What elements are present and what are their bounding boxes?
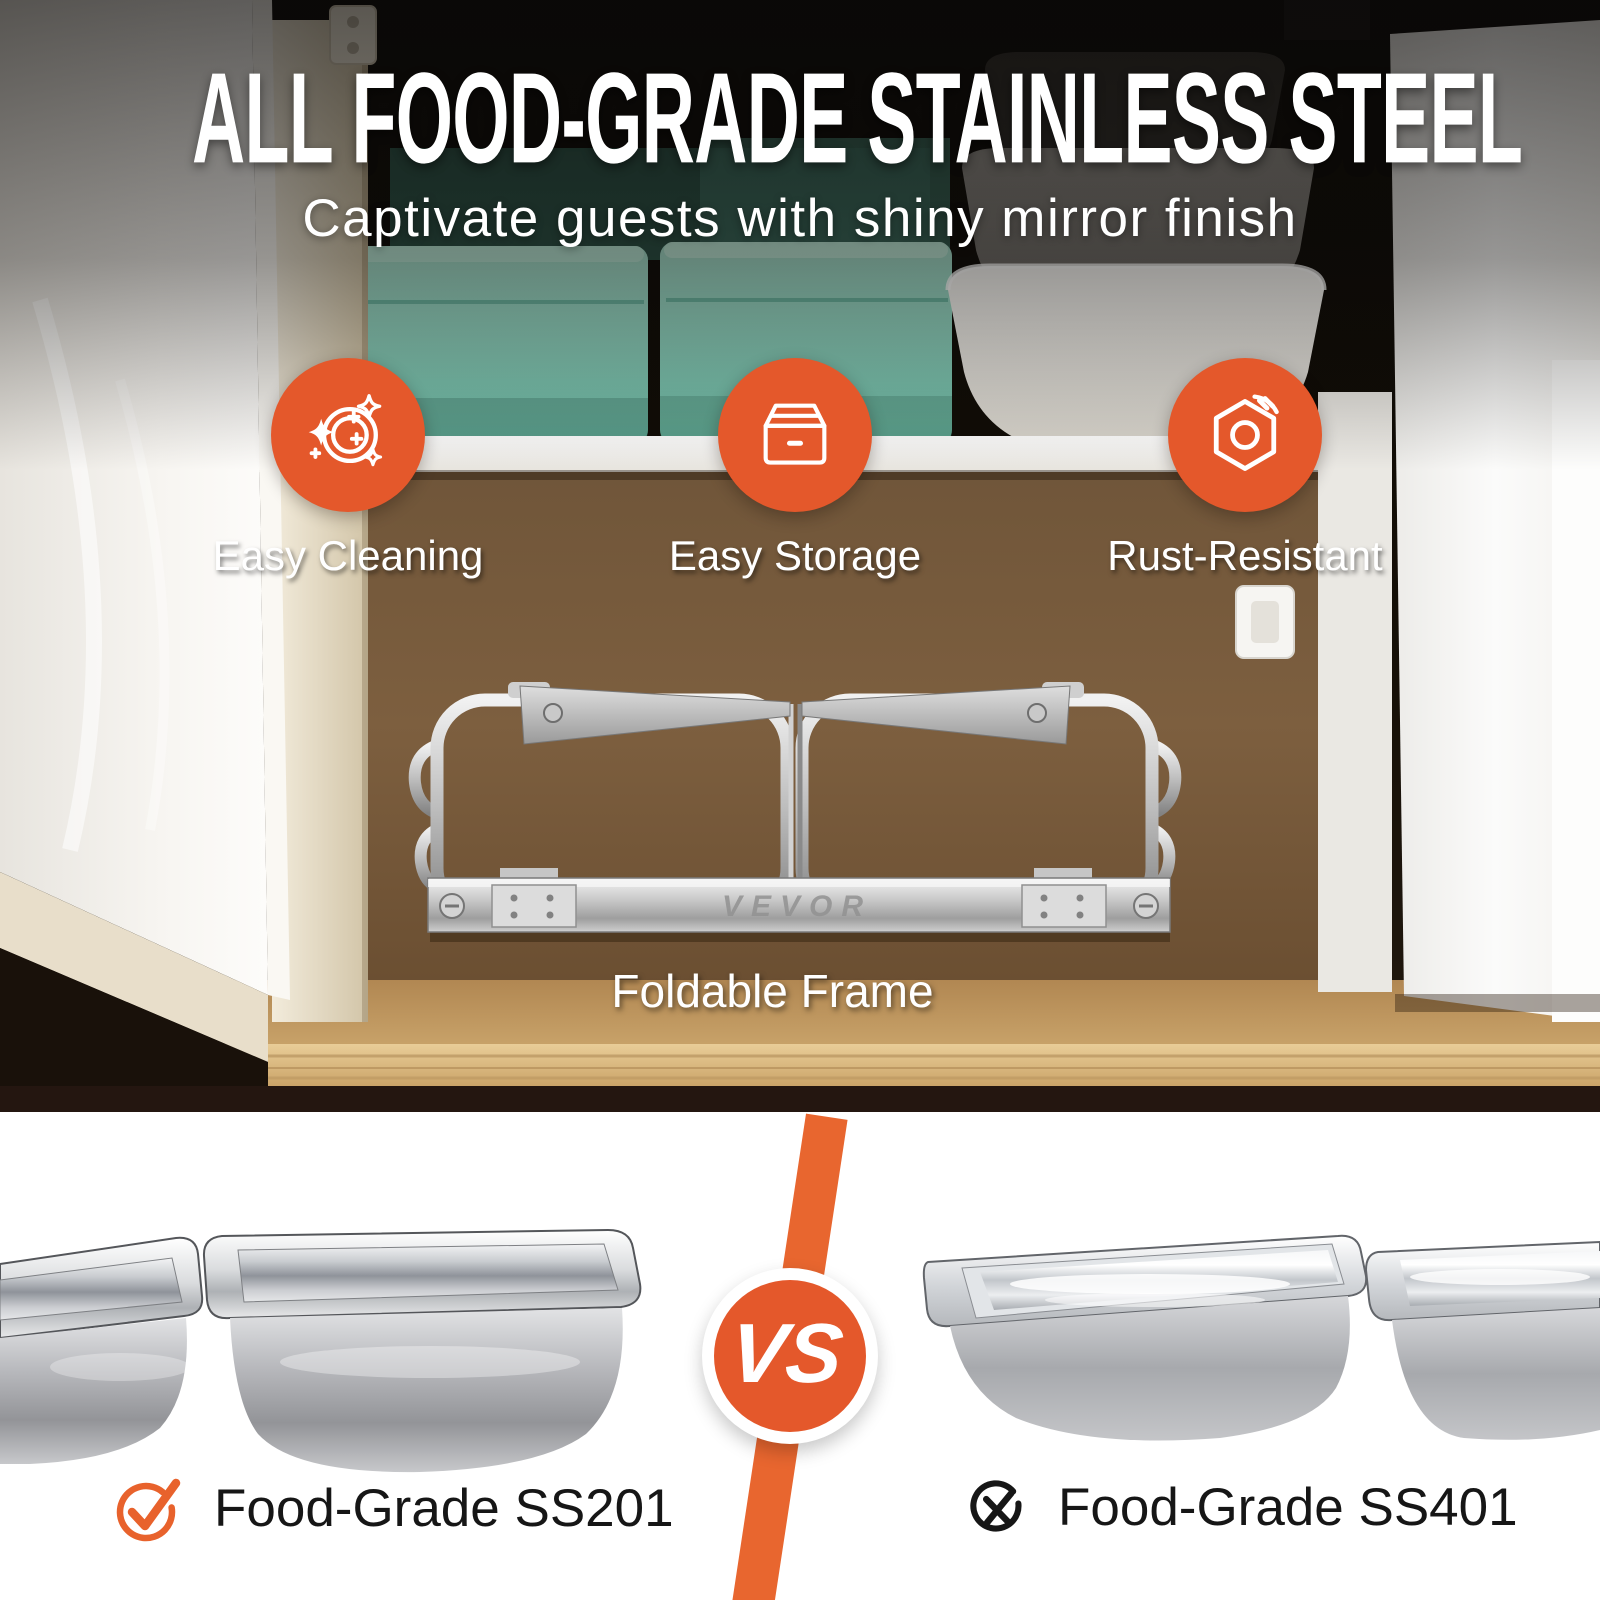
- shelf-shadow-band: [0, 1086, 1600, 1112]
- frame-left-rail: [519, 685, 791, 745]
- frame-caption: Foldable Frame: [611, 965, 934, 1017]
- plywood-edge: [225, 1044, 1600, 1088]
- feature-rust-resistant: Rust-Resistant: [1084, 358, 1406, 580]
- hex-nut-icon: [1213, 394, 1279, 471]
- foldable-frame-illustration: VEVOR: [408, 682, 1182, 942]
- feature-label: Rust-Resistant: [1107, 532, 1383, 579]
- verdict-row-ss401: Food-Grade SS401: [968, 1474, 1518, 1540]
- frame-corner-bracket-right: [1021, 884, 1107, 928]
- ss401-label: Food-Grade SS401: [1058, 1477, 1518, 1537]
- feature-circle: [1168, 358, 1322, 512]
- page-subtitle: Captivate guests with shiny mirror finis…: [302, 189, 1298, 248]
- ss401-pans-photo: [922, 1234, 1600, 1441]
- check-circle-icon: [116, 1478, 181, 1542]
- vevor-embossed-logo: VEVOR: [722, 890, 872, 923]
- frame-corner-bracket-left: [491, 884, 577, 928]
- page-title: ALL FOOD-GRADE STAINLESS STEEL: [192, 45, 1523, 191]
- vs-badge: VS: [702, 1268, 878, 1444]
- ss201-label: Food-Grade SS201: [214, 1478, 674, 1538]
- frame-right-rail: [801, 685, 1071, 745]
- feature-circle: [718, 358, 872, 512]
- cabinet-jamb: [1318, 392, 1392, 992]
- storage-box-icon: [763, 403, 827, 465]
- sparkling-clean-icon: [308, 394, 383, 467]
- verdict-row-ss201: Food-Grade SS201: [112, 1470, 674, 1546]
- ss201-pans-photo: [0, 1228, 642, 1473]
- feature-label: Easy Storage: [668, 532, 922, 579]
- feature-easy-storage: Easy Storage: [634, 358, 956, 580]
- x-circle-icon: [970, 1480, 1022, 1532]
- feature-circle: [271, 358, 425, 512]
- vs-badge-inner: VS: [714, 1280, 866, 1432]
- vs-label: VS: [725, 1305, 848, 1400]
- door-bottom-rail: [0, 872, 268, 1062]
- feature-label: Easy Cleaning: [212, 532, 484, 579]
- feature-easy-cleaning: Easy Cleaning: [187, 358, 509, 580]
